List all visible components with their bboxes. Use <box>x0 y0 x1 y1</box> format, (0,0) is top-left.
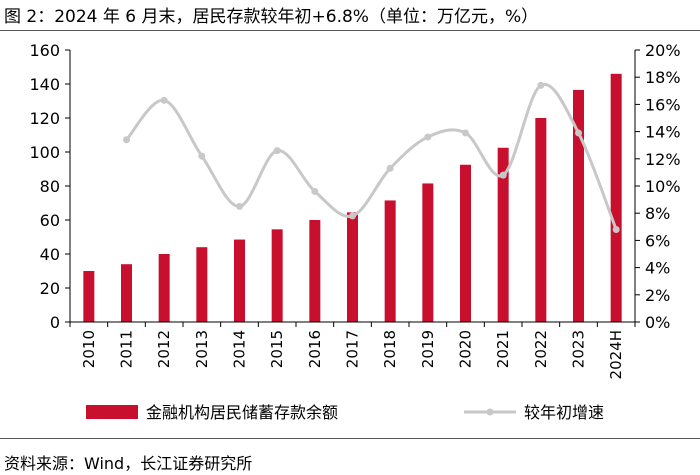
y-left-tick-label: 80 <box>40 177 60 196</box>
bar-2018 <box>384 200 396 322</box>
line-point-2017 <box>349 212 356 220</box>
x-tick-label: 2019 <box>419 330 437 368</box>
line-point-2021 <box>499 171 507 179</box>
y-right-tick-label: 8% <box>645 204 670 223</box>
line-point-2014 <box>236 202 243 210</box>
y-left-tick-label: 20 <box>40 279 60 298</box>
y-left-tick-label: 0 <box>50 313 60 332</box>
line-point-2019 <box>424 133 432 141</box>
line-point-2015 <box>273 147 281 155</box>
x-tick-label: 2014 <box>231 330 249 368</box>
bar-2015 <box>271 229 283 322</box>
bar-2011 <box>121 264 132 322</box>
x-axis: 2010 2011 2012 2013 2014 2015 2016 2017 2018 2019… <box>69 321 636 379</box>
x-tick-label: 2016 <box>306 330 324 368</box>
legend-swatch-bar <box>86 405 138 419</box>
y-axis-right: 0% 2% 4% 6% 8% 10% 12% 14% 16% 18% 20% <box>634 41 681 332</box>
title-divider <box>0 30 700 31</box>
chart-title: 图 2：2024 年 6 月末，居民存款较年初+6.8%（单位：万亿元，%） <box>4 7 539 27</box>
source-note: 资料来源：Wind，长江证券研究所 <box>4 454 253 473</box>
line-point-2011 <box>123 136 130 144</box>
line-series <box>123 81 620 234</box>
bar-2019 <box>422 183 434 322</box>
y-right-tick-label: 16% <box>645 95 681 114</box>
x-tick-label: 2022 <box>532 330 550 368</box>
line-point-2018 <box>386 164 394 172</box>
footer-divider <box>0 438 700 439</box>
legend-label-bar: 金融机构居民储蓄存款余额 <box>146 403 338 422</box>
bar-2017 <box>347 212 358 322</box>
bar-2021 <box>497 147 509 322</box>
x-tick-label: 2021 <box>494 330 512 368</box>
y-right-tick-label: 12% <box>645 150 681 169</box>
x-tick-label: 2010 <box>80 330 98 368</box>
legend: 金融机构居民储蓄存款余额 较年初增速 <box>86 403 604 422</box>
y-right-tick-label: 6% <box>645 231 670 250</box>
line-point-2024H <box>612 226 620 234</box>
y-left-tick-label: 160 <box>29 41 60 60</box>
y-left-tick-label: 120 <box>29 109 60 128</box>
line-point-2012 <box>160 96 168 104</box>
line-point-2022 <box>537 81 545 89</box>
y-right-tick-label: 2% <box>645 286 670 305</box>
legend-marker-line <box>486 408 494 416</box>
x-tick-label: 2018 <box>381 330 399 368</box>
y-axis-left: 0 20 40 60 80 100 120 140 160 <box>29 41 71 332</box>
bar-2022 <box>535 118 547 322</box>
x-tick-label: 2011 <box>118 330 136 368</box>
bar-2016 <box>309 220 321 322</box>
line-point-2020 <box>462 129 469 137</box>
line-point-2013 <box>198 152 206 160</box>
bar-2024H <box>610 73 622 322</box>
y-right-tick-label: 20% <box>645 41 681 60</box>
y-left-tick-label: 100 <box>29 143 60 162</box>
x-tick-label: 2012 <box>155 330 173 368</box>
bar-2020 <box>460 164 471 322</box>
y-left-tick-label: 60 <box>40 211 60 230</box>
y-right-tick-label: 14% <box>645 123 681 142</box>
bar-2014 <box>234 239 245 322</box>
y-right-tick-label: 4% <box>645 259 670 278</box>
y-left-tick-label: 140 <box>29 75 60 94</box>
bar-series <box>83 73 622 322</box>
y-right-tick-label: 10% <box>645 177 681 196</box>
legend-label-line: 较年初增速 <box>524 403 604 422</box>
line-point-2023 <box>575 129 582 137</box>
x-tick-label: 2020 <box>457 330 475 368</box>
bar-2013 <box>196 247 208 322</box>
y-left-tick-label: 40 <box>40 245 60 264</box>
bar-2012 <box>158 254 170 322</box>
y-right-tick-label: 18% <box>645 68 681 87</box>
line-point-2016 <box>311 187 319 195</box>
x-tick-label: 2013 <box>193 330 211 368</box>
x-tick-label: 2023 <box>570 330 588 368</box>
bar-2010 <box>83 271 95 322</box>
bar-2023 <box>573 89 584 322</box>
x-tick-label: 2015 <box>268 330 286 368</box>
y-right-tick-label: 0% <box>645 313 670 332</box>
x-tick-label: 2017 <box>344 330 362 368</box>
x-tick-label: 2024H <box>607 330 625 379</box>
